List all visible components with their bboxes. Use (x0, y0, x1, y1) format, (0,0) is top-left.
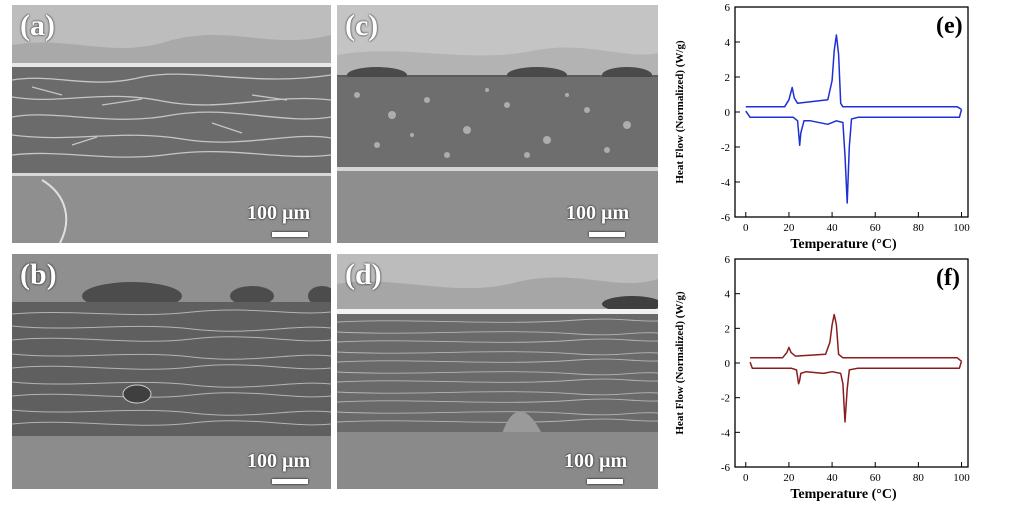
sem-texture-d (337, 254, 658, 489)
x-axis-label-e: Temperature (°C) (790, 237, 897, 252)
y-tick-label-f-3: 0 (725, 358, 731, 370)
y-tick-label-f-2: 2 (725, 323, 731, 335)
series-line-e-1 (745, 109, 963, 204)
x-tick-label-f-4: 80 (913, 472, 925, 484)
scale-text-b: 100 µm (247, 450, 311, 472)
y-tick-label-e-4: -2 (721, 142, 730, 154)
panel-label-a: (a) (20, 9, 55, 42)
scale-text-a: 100 µm (247, 202, 311, 224)
scale-bar-b (272, 479, 308, 484)
y-tick-label-e-2: 2 (725, 72, 731, 84)
y-axis-label-e: Heat Flow (Normalized) (W/g) (674, 40, 686, 184)
y-tick-label-e-5: -4 (721, 177, 731, 189)
series-line-f-0 (750, 313, 962, 362)
sem-image-a: (a) 100 µm (12, 5, 331, 243)
y-tick-label-e-0: 6 (725, 2, 731, 14)
y-tick-label-e-3: 0 (725, 107, 731, 119)
y-tick-label-f-5: -4 (721, 427, 731, 439)
panel-label-c: (c) (345, 9, 379, 42)
y-tick-label-f-4: -2 (721, 393, 730, 405)
x-tick-label-e-3: 60 (870, 222, 882, 234)
x-tick-label-f-0: 0 (743, 472, 749, 484)
x-tick-label-e-2: 40 (827, 222, 839, 234)
scale-text-d: 100 µm (564, 450, 628, 472)
panel-label-f: (f) (936, 265, 960, 291)
x-tick-label-e-5: 100 (953, 222, 970, 234)
x-tick-label-f-2: 40 (827, 472, 839, 484)
x-tick-label-f-1: 20 (783, 472, 795, 484)
scale-bar-c (589, 232, 625, 237)
x-tick-label-f-5: 100 (953, 472, 970, 484)
y-tick-label-e-1: 4 (725, 37, 731, 49)
y-tick-label-f-0: 6 (725, 254, 731, 266)
plot-frame-f (734, 258, 969, 468)
panel-label-e: (e) (936, 13, 963, 39)
sem-image-d: (d) 100 µm (337, 254, 658, 489)
x-tick-label-e-1: 20 (783, 222, 795, 234)
panel-label-d: (d) (345, 258, 382, 291)
scale-bar-a (272, 232, 308, 237)
sem-texture-c (337, 5, 658, 243)
scale-text-c: 100 µm (566, 202, 630, 224)
y-tick-label-f-1: 4 (725, 289, 731, 301)
x-tick-label-f-3: 60 (870, 472, 882, 484)
y-axis-label-f: Heat Flow (Normalized) (W/g) (674, 291, 686, 435)
series-line-e-0 (745, 34, 962, 111)
x-tick-label-e-0: 0 (743, 222, 749, 234)
sem-image-b: (b) 100 µm (12, 254, 331, 489)
scale-bar-d (587, 479, 623, 484)
x-tick-label-e-4: 80 (913, 222, 925, 234)
sem-texture-a (12, 5, 331, 243)
x-axis-label-f: Temperature (°C) (790, 487, 897, 502)
sem-texture-b (12, 254, 331, 489)
panel-label-b: (b) (20, 258, 57, 291)
sem-image-c: (c) 100 µm (337, 5, 658, 243)
y-tick-label-e-6: -6 (721, 212, 731, 224)
series-line-f-1 (749, 361, 963, 423)
y-tick-label-f-6: -6 (721, 462, 731, 474)
